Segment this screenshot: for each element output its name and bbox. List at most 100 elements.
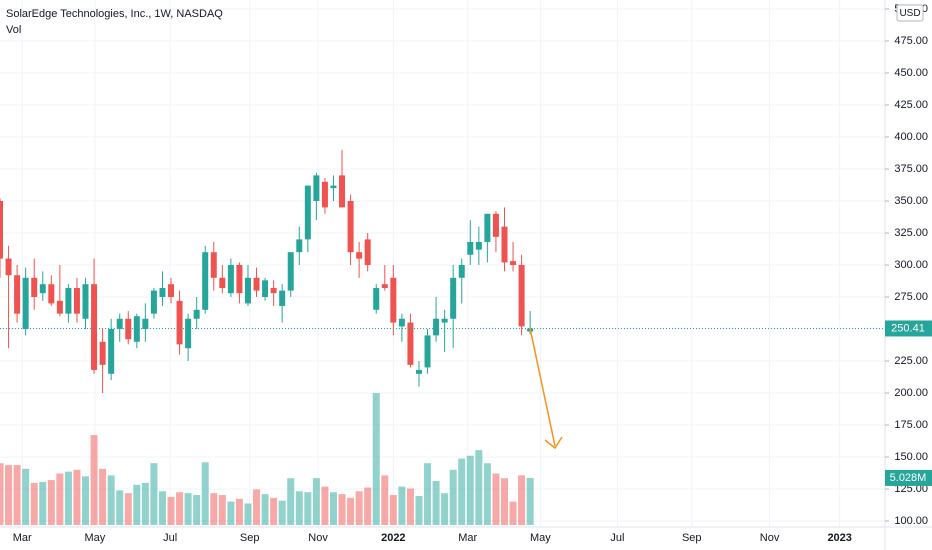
y-tick-label: 425.00 bbox=[894, 99, 928, 111]
candle-body bbox=[510, 261, 517, 265]
volume-bar bbox=[39, 481, 47, 525]
candle-body bbox=[125, 318, 132, 340]
candle-body bbox=[39, 284, 46, 294]
candle-body bbox=[210, 252, 217, 278]
x-tick-label: Mar bbox=[458, 532, 477, 544]
candle-body bbox=[424, 335, 431, 368]
volume-bar bbox=[261, 494, 269, 525]
candle-body bbox=[227, 264, 234, 294]
y-tick-label: 350.00 bbox=[894, 195, 928, 207]
y-tick-label: 150.00 bbox=[894, 451, 928, 463]
arrow-head bbox=[544, 436, 563, 450]
volume-bar bbox=[47, 480, 55, 525]
candle-body bbox=[279, 290, 286, 306]
volume-bar bbox=[201, 462, 209, 525]
volume-bar bbox=[184, 493, 192, 525]
volume-bar bbox=[30, 482, 38, 525]
volume-bar bbox=[253, 489, 261, 525]
candle-body bbox=[159, 288, 166, 297]
x-tick-label: May bbox=[530, 532, 551, 544]
volume-bar bbox=[64, 471, 72, 525]
volume-bar bbox=[295, 491, 303, 525]
candle-body bbox=[0, 200, 3, 259]
volume-bar bbox=[218, 495, 226, 525]
price-pane bbox=[0, 149, 885, 393]
candle-body bbox=[262, 280, 269, 297]
y-tick-label: 325.00 bbox=[894, 227, 928, 239]
candle-body bbox=[304, 185, 311, 240]
candle-body bbox=[22, 277, 29, 329]
volume-bar bbox=[449, 469, 457, 525]
candle-body bbox=[116, 318, 123, 329]
volume-bar bbox=[244, 503, 252, 525]
x-tick-label: Sep bbox=[240, 532, 260, 544]
volume-bar bbox=[90, 435, 98, 525]
currency-box bbox=[896, 4, 924, 22]
volume-bar bbox=[381, 475, 389, 525]
volume-bar bbox=[22, 468, 30, 525]
candle-body bbox=[193, 309, 200, 319]
candle-body bbox=[373, 288, 380, 310]
volume-bar bbox=[509, 501, 517, 525]
candle-body bbox=[433, 318, 440, 336]
volume-pane bbox=[0, 393, 534, 525]
volume-bar bbox=[372, 393, 380, 525]
volume-bar bbox=[389, 495, 397, 525]
candle-body bbox=[381, 284, 388, 289]
last-volume-box bbox=[885, 469, 932, 486]
volume-bar bbox=[518, 475, 526, 525]
volume-bar bbox=[364, 487, 372, 525]
x-tick-label: Sep bbox=[682, 532, 702, 544]
volume-bar bbox=[141, 482, 149, 525]
candle-body bbox=[65, 288, 72, 314]
volume-bar bbox=[287, 478, 295, 525]
volume-bar bbox=[432, 481, 440, 525]
candle-body bbox=[356, 252, 363, 259]
x-tick-label: Mar bbox=[13, 532, 32, 544]
candle-body bbox=[339, 175, 346, 208]
candle-body bbox=[492, 213, 499, 237]
x-tick-label: Nov bbox=[308, 532, 328, 544]
x-tick-label: May bbox=[85, 532, 106, 544]
y-tick-label: 450.00 bbox=[894, 67, 928, 79]
grid bbox=[0, 0, 885, 527]
y-tick-label: 375.00 bbox=[894, 163, 928, 175]
candle-body bbox=[321, 181, 328, 208]
volume-bar bbox=[526, 477, 534, 525]
candle-body bbox=[330, 185, 337, 189]
candle-body bbox=[219, 277, 226, 289]
candle-body bbox=[518, 264, 525, 327]
y-tick-label: 475.00 bbox=[894, 35, 928, 47]
x-tick-label: Nov bbox=[760, 532, 780, 544]
volume-bar bbox=[167, 496, 175, 525]
candle-body bbox=[150, 290, 157, 314]
x-tick-label: Jul bbox=[610, 532, 624, 544]
volume-bar bbox=[124, 493, 132, 525]
y-tick-label: 300.00 bbox=[894, 259, 928, 271]
volume-bar bbox=[338, 494, 346, 525]
candle-body bbox=[407, 322, 414, 365]
volume-bar bbox=[133, 484, 141, 525]
volume-bar bbox=[441, 493, 449, 525]
candle-body bbox=[202, 252, 209, 310]
candle-body bbox=[82, 284, 89, 319]
candle-body bbox=[99, 341, 106, 365]
candle-body bbox=[484, 213, 491, 242]
volume-bar bbox=[492, 473, 500, 525]
volume-bar bbox=[0, 463, 4, 525]
candle-body bbox=[176, 300, 183, 345]
volume-bar bbox=[329, 492, 337, 525]
volume-bar bbox=[176, 492, 184, 525]
candle-body bbox=[5, 258, 12, 276]
candle-body bbox=[14, 275, 21, 314]
volume-bar bbox=[304, 492, 312, 525]
volume-bar bbox=[270, 497, 278, 525]
volume-bar bbox=[56, 473, 64, 525]
candle-body bbox=[296, 239, 303, 253]
candle-body bbox=[398, 318, 405, 327]
candle-body bbox=[450, 277, 457, 319]
volume-bar bbox=[227, 501, 235, 525]
candle-body bbox=[31, 277, 38, 297]
candle-body bbox=[270, 288, 277, 294]
